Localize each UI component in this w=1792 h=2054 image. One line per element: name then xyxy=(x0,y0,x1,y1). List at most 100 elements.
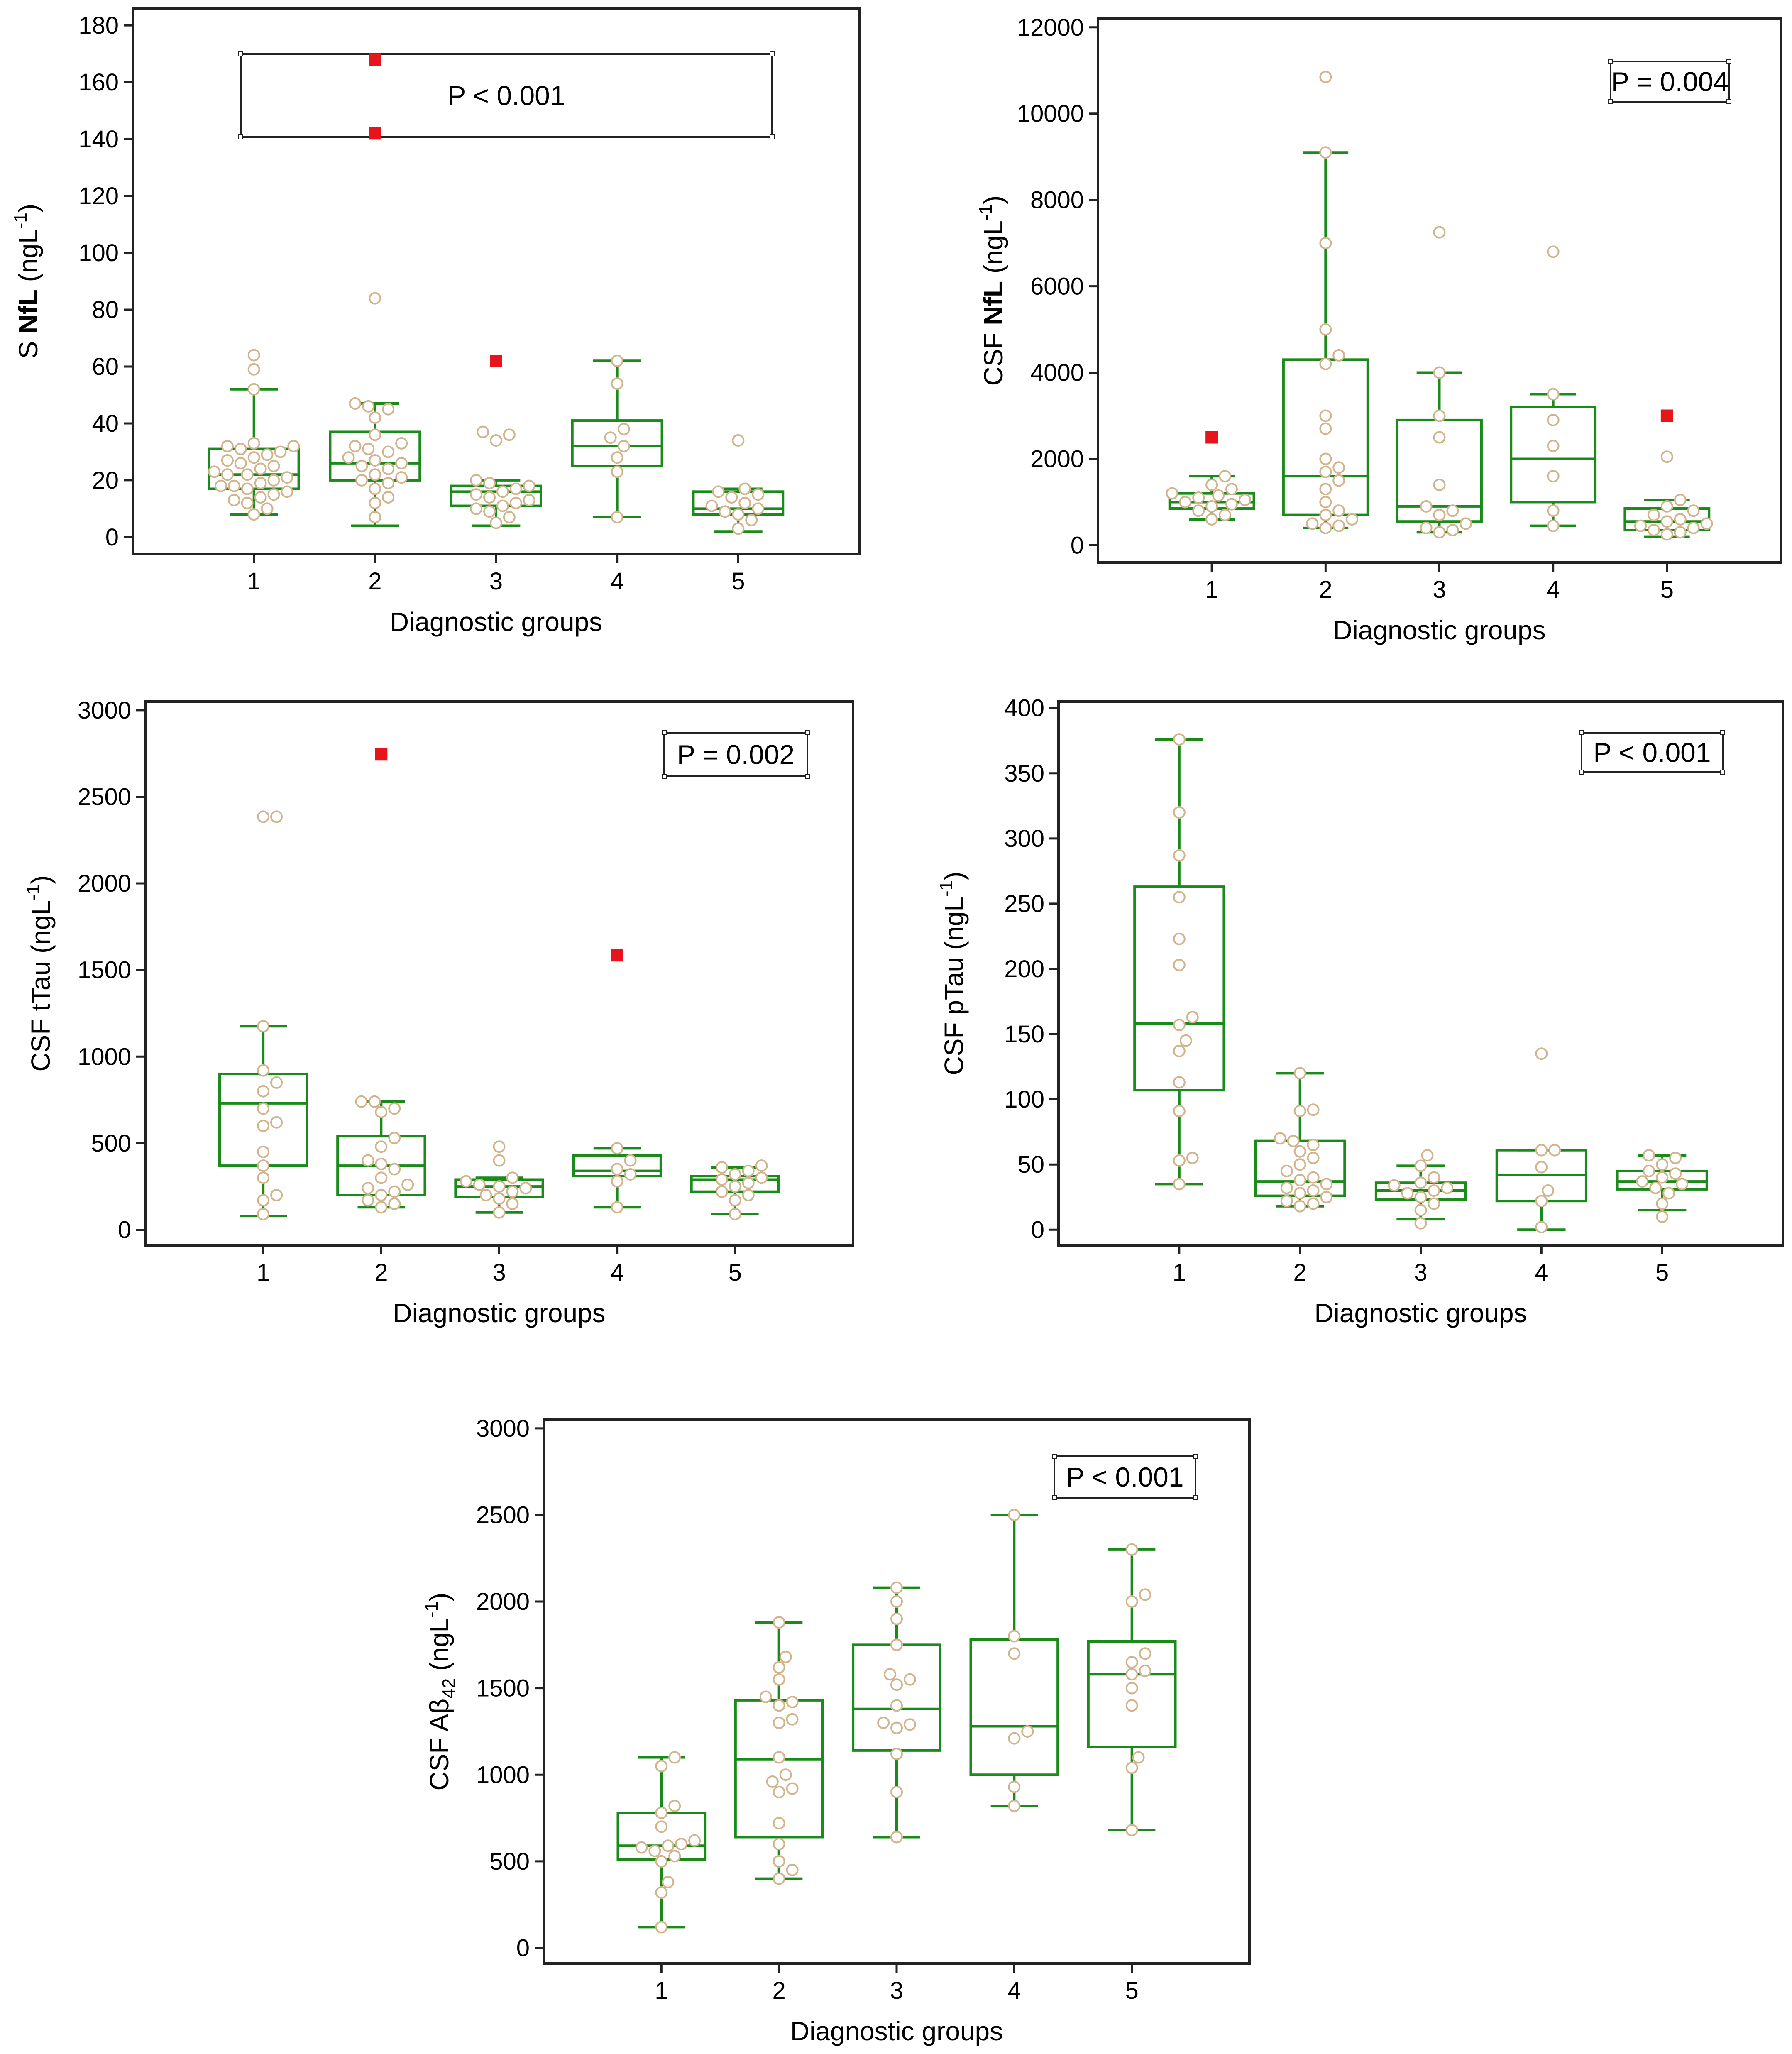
data-point xyxy=(362,1182,374,1195)
group-4 xyxy=(1495,1047,1587,1234)
data-point xyxy=(1319,509,1332,521)
iqr-box xyxy=(852,1643,941,1752)
data-point xyxy=(1547,519,1560,532)
data-point xyxy=(766,1775,779,1788)
data-point xyxy=(388,1102,401,1115)
data-point xyxy=(712,485,725,498)
data-point xyxy=(773,1838,785,1851)
data-point xyxy=(1332,474,1345,487)
data-point xyxy=(755,1159,768,1172)
data-point xyxy=(1674,526,1687,539)
data-point xyxy=(786,1782,799,1795)
data-point xyxy=(382,491,395,504)
data-point xyxy=(395,457,408,469)
data-point xyxy=(1656,1210,1669,1223)
data-point xyxy=(773,1699,785,1712)
data-point xyxy=(1669,1167,1682,1180)
data-point xyxy=(1656,1197,1669,1210)
data-point xyxy=(257,1064,270,1077)
data-point xyxy=(1205,513,1218,526)
pvalue-box-handle xyxy=(1052,1495,1057,1500)
pvalue-label: P = 0.002 xyxy=(677,739,795,770)
data-point xyxy=(1293,1187,1306,1200)
data-point xyxy=(1687,504,1700,517)
y-tick-label: 80 xyxy=(92,296,119,323)
data-point xyxy=(1319,237,1332,249)
data-point xyxy=(506,1197,519,1210)
group-5 xyxy=(1087,1543,1177,1836)
group-4 xyxy=(1510,245,1597,532)
data-point xyxy=(1687,521,1700,534)
data-point xyxy=(1008,1509,1021,1521)
y-tick-label: 1500 xyxy=(78,957,131,984)
data-point xyxy=(1535,1161,1548,1174)
pvalue-box-handle xyxy=(805,730,810,735)
data-point xyxy=(247,508,260,521)
data-point xyxy=(1166,487,1178,500)
data-point xyxy=(773,1855,785,1868)
data-point xyxy=(257,1171,270,1184)
data-point xyxy=(1420,521,1433,534)
data-point xyxy=(247,349,260,362)
data-point xyxy=(1319,422,1332,435)
data-point xyxy=(890,1638,903,1651)
data-point xyxy=(270,1076,283,1089)
data-point xyxy=(786,1863,799,1876)
data-point xyxy=(369,411,381,424)
data-point xyxy=(890,1678,903,1691)
data-point xyxy=(388,1197,401,1210)
y-tick-label: 10000 xyxy=(1017,100,1084,127)
data-point xyxy=(1173,1105,1186,1117)
data-point xyxy=(1669,1152,1682,1164)
x-tick-label: 3 xyxy=(492,1259,506,1286)
data-point xyxy=(1547,388,1560,401)
data-point xyxy=(1700,517,1713,530)
pvalue-label: P < 0.001 xyxy=(447,80,565,111)
data-point xyxy=(483,491,496,504)
data-point xyxy=(254,491,267,504)
data-point xyxy=(611,1163,623,1176)
panel-csf-ptau: 0 50 100 150 200 250 300 350 400 1 2 3 4 5 Diagnostic … xyxy=(936,695,1784,1328)
data-point xyxy=(1547,470,1560,483)
pvalue-box xyxy=(240,53,773,138)
data-point xyxy=(1643,1164,1655,1177)
data-point xyxy=(1173,959,1186,971)
data-point xyxy=(1433,478,1446,491)
data-point xyxy=(1547,440,1560,452)
data-point xyxy=(773,1751,785,1764)
data-point xyxy=(1125,1543,1138,1556)
data-point xyxy=(611,1175,623,1188)
group-4 xyxy=(571,355,663,523)
data-point xyxy=(349,397,362,410)
data-point xyxy=(611,377,623,390)
group-2 xyxy=(1254,1067,1346,1213)
data-point xyxy=(604,431,617,444)
data-point xyxy=(1021,1725,1034,1738)
data-point xyxy=(1319,483,1332,496)
data-point xyxy=(1414,1217,1427,1230)
data-point xyxy=(890,1595,903,1608)
data-point xyxy=(732,522,745,535)
pvalue-box-handle xyxy=(238,51,243,56)
pvalue-box xyxy=(1054,1455,1196,1499)
data-point xyxy=(1173,1154,1186,1167)
data-point xyxy=(1428,1184,1440,1197)
x-tick-label: 5 xyxy=(729,1259,742,1286)
group-5 xyxy=(1623,409,1713,541)
data-point xyxy=(1414,1191,1427,1203)
data-point xyxy=(1219,509,1232,521)
data-point xyxy=(241,468,254,481)
data-point xyxy=(655,1855,668,1868)
data-point xyxy=(257,1085,270,1098)
y-tick-label: 150 xyxy=(1004,1021,1044,1048)
data-point xyxy=(493,1206,506,1219)
x-tick-label: 2 xyxy=(773,1977,786,2004)
group-1 xyxy=(616,1751,707,1934)
pvalue-box-handle xyxy=(1579,730,1584,735)
data-point xyxy=(688,1834,701,1847)
data-point xyxy=(1219,470,1232,483)
data-point xyxy=(247,383,260,396)
data-point xyxy=(779,1651,792,1663)
y-tick-label: 6000 xyxy=(1030,273,1084,300)
outlier-marker xyxy=(490,355,502,367)
